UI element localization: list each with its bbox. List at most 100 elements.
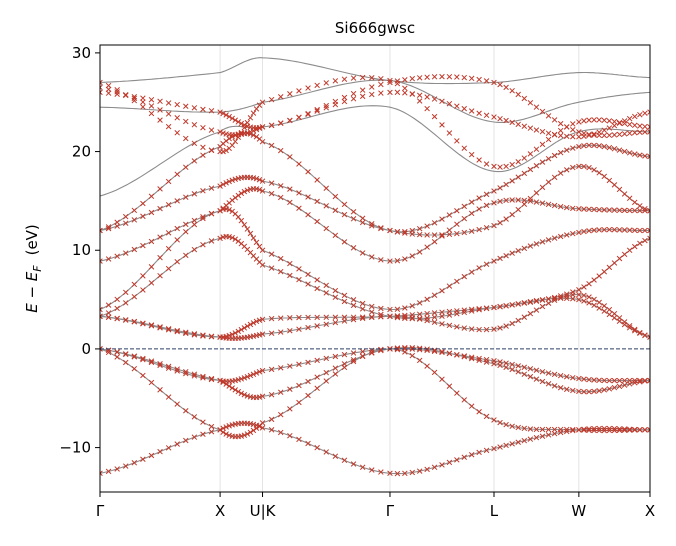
wannier-marker — [621, 227, 628, 233]
wannier-marker — [350, 358, 357, 365]
wannier-marker — [114, 91, 120, 97]
wannier-marker — [647, 227, 650, 234]
wannier-marker — [220, 379, 226, 386]
wannier-marker — [570, 295, 576, 302]
wannier-marker — [332, 319, 339, 326]
wannier-marker — [131, 97, 138, 104]
wannier-marker — [497, 359, 503, 365]
wannier-marker — [491, 445, 497, 452]
wannier-marker — [632, 207, 638, 214]
wannier-marker — [105, 224, 112, 230]
wannier-marker — [314, 106, 320, 113]
wannier-marker — [527, 426, 534, 432]
wannier-marker — [259, 262, 266, 268]
wannier-marker — [570, 427, 576, 434]
wannier-marker — [208, 375, 215, 382]
wannier-marker — [616, 426, 623, 432]
wannier-marker — [244, 119, 251, 126]
wannier-marker — [223, 333, 229, 340]
wannier-marker — [191, 434, 198, 440]
wannier-marker — [232, 117, 239, 123]
kpoint-label: Γ — [96, 502, 105, 520]
wannier-marker — [626, 115, 633, 122]
wannier-marker — [341, 239, 348, 245]
wannier-marker — [238, 376, 245, 382]
y-label-minus: − — [23, 281, 41, 303]
wannier-marker — [576, 296, 582, 303]
wannier-marker — [586, 294, 592, 300]
wannier-marker — [131, 207, 138, 214]
wannier-marker — [226, 383, 232, 389]
wannier-marker — [503, 364, 509, 371]
wannier-marker — [586, 132, 592, 139]
wannier-marker — [235, 388, 242, 395]
wannier-marker — [140, 356, 146, 363]
wannier-marker — [551, 294, 558, 301]
wannier-marker — [157, 272, 163, 279]
wannier-marker — [296, 399, 302, 406]
wannier-marker — [446, 283, 453, 289]
wannier-marker — [226, 178, 232, 185]
wannier-marker — [416, 225, 423, 232]
wannier-marker — [515, 174, 521, 180]
wannier-marker — [131, 293, 138, 300]
wannier-marker — [174, 368, 180, 374]
wannier-marker — [223, 112, 229, 118]
wannier-marker — [394, 313, 401, 319]
wannier-marker — [131, 460, 138, 466]
wannier-marker — [483, 413, 490, 420]
wannier-marker — [503, 302, 509, 309]
wannier-marker — [241, 221, 248, 228]
wannier-marker — [359, 464, 366, 471]
wannier-marker — [341, 211, 348, 218]
wannier-marker — [570, 374, 576, 381]
wannier-marker — [539, 159, 546, 165]
wannier-marker — [551, 174, 558, 181]
wannier-marker — [557, 372, 564, 379]
wannier-marker — [268, 180, 275, 186]
wannier-marker — [305, 440, 311, 447]
wannier-marker — [545, 370, 552, 376]
wannier-marker — [551, 383, 558, 389]
wannier-marker — [148, 359, 155, 366]
wannier-marker — [114, 87, 120, 93]
wannier-marker — [581, 163, 587, 170]
wannier-marker — [148, 452, 155, 459]
wannier-marker — [586, 164, 592, 171]
plot-frame — [99, 44, 651, 493]
wannier-marker — [551, 152, 558, 159]
wannier-marker — [369, 84, 375, 90]
wannier-marker — [616, 427, 623, 434]
wannier-marker — [632, 326, 638, 333]
wannier-marker — [545, 296, 552, 302]
wannier-marker — [226, 135, 232, 142]
wannier-marker — [191, 246, 198, 253]
wannier-marker — [637, 379, 643, 385]
wannier-marker — [268, 315, 275, 322]
wannier-marker — [476, 409, 482, 415]
wannier-marker — [277, 429, 284, 436]
wannier-marker — [601, 269, 608, 275]
wannier-marker — [253, 175, 260, 182]
wannier-marker — [253, 126, 260, 133]
wannier-marker — [359, 306, 366, 312]
wannier-marker — [369, 223, 375, 229]
wannier-marker — [157, 325, 163, 331]
wannier-marker — [539, 141, 546, 148]
wannier-marker — [503, 442, 509, 449]
wannier-marker — [533, 104, 540, 110]
wannier-marker — [100, 84, 103, 91]
wannier-marker — [122, 92, 129, 98]
y-label-e: E — [23, 303, 41, 313]
wannier-marker — [545, 179, 552, 185]
wannier-marker — [208, 127, 215, 133]
wannier-marker — [157, 360, 163, 367]
wannier-marker — [626, 323, 633, 329]
wannier-marker — [431, 220, 438, 226]
wannier-marker — [581, 292, 587, 299]
wannier-marker — [105, 310, 112, 316]
wannier-marker — [378, 90, 384, 96]
wannier-marker — [601, 226, 608, 233]
wannier-marker — [596, 227, 602, 233]
wannier-marker — [369, 309, 375, 315]
